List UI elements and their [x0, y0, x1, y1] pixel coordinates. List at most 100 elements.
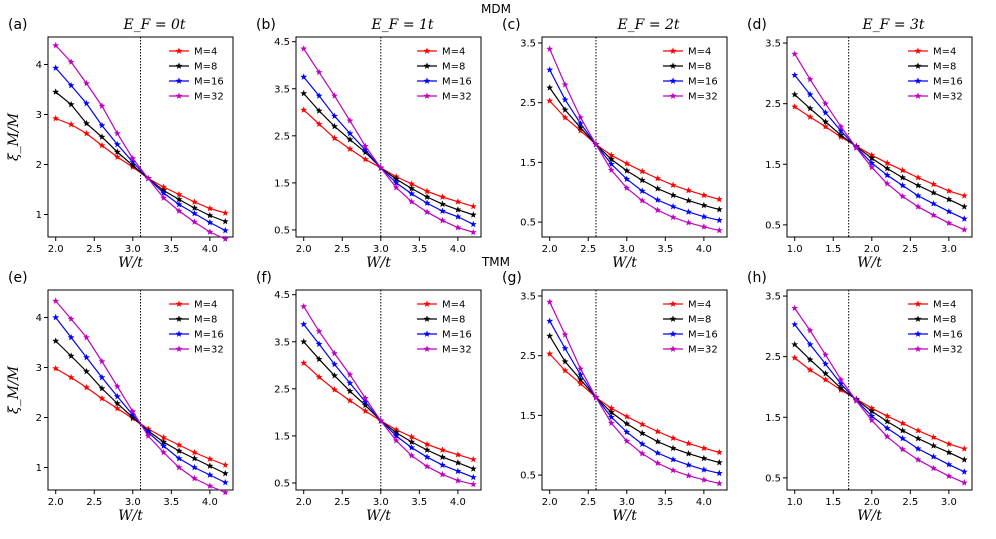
- data-point: [883, 424, 891, 432]
- data-point: [98, 373, 106, 381]
- data-point: [98, 141, 106, 149]
- data-point: [315, 340, 323, 348]
- series-m16: [300, 73, 477, 228]
- y-axis-label: ξ_M/M: [6, 112, 22, 161]
- data-point: [83, 383, 90, 391]
- data-point: [914, 181, 922, 189]
- data-point: [700, 476, 708, 483]
- legend-marker: [423, 345, 431, 352]
- series-line: [549, 48, 720, 232]
- panel-label: (a): [8, 17, 28, 33]
- data-point: [331, 112, 338, 119]
- data-point: [454, 476, 462, 484]
- data-point: [577, 375, 584, 383]
- data-point: [883, 159, 891, 166]
- data-point: [206, 211, 214, 219]
- x-tick-label: 4.0: [696, 497, 712, 508]
- x-axis-label: W/t: [366, 508, 391, 524]
- legend-label: M=16: [442, 330, 472, 341]
- x-tick-label: 2.5: [902, 497, 918, 508]
- legend-marker: [669, 47, 677, 54]
- x-tick-label: 3.5: [163, 244, 179, 255]
- legend-label: M=8: [933, 62, 956, 73]
- legend-label: M=4: [688, 300, 711, 311]
- data-point: [221, 488, 229, 496]
- series-m16: [546, 66, 723, 224]
- legend-label: M=16: [933, 330, 963, 341]
- panel-label: (d): [747, 17, 767, 33]
- data-point: [439, 200, 446, 207]
- legend-marker: [175, 315, 183, 322]
- data-point: [331, 386, 338, 393]
- series-m8: [791, 90, 968, 210]
- series-m32: [791, 304, 968, 486]
- x-tick-label: 4.0: [202, 497, 218, 508]
- data-point: [960, 192, 968, 199]
- data-point: [669, 213, 677, 221]
- data-point: [83, 353, 90, 361]
- legend-label: M=4: [442, 300, 465, 311]
- data-point: [454, 206, 462, 213]
- legend-marker: [175, 345, 183, 352]
- data-point: [315, 355, 323, 363]
- data-point: [685, 439, 692, 447]
- data-point: [899, 174, 907, 181]
- series-line: [549, 320, 720, 474]
- data-point: [469, 473, 477, 481]
- axes-frame: [295, 36, 482, 238]
- legend-label: M=4: [933, 300, 956, 311]
- data-point: [408, 198, 416, 205]
- y-tick-label: 1.5: [765, 160, 781, 171]
- data-point: [930, 442, 937, 449]
- data-point: [868, 416, 876, 424]
- legend-marker: [423, 330, 431, 337]
- series-line: [794, 53, 965, 231]
- data-point: [945, 207, 953, 215]
- panel-title: E_F = 1t: [370, 17, 433, 33]
- data-point: [822, 118, 829, 125]
- data-point: [191, 209, 198, 217]
- series-line: [549, 69, 720, 221]
- series-m32: [52, 41, 229, 242]
- legend: M=4 M=8 M=16 M=32: [417, 300, 472, 356]
- y-tick-label: 4: [36, 313, 42, 324]
- axes-frame: [295, 289, 482, 491]
- data-point: [129, 158, 137, 165]
- data-point: [914, 445, 922, 452]
- x-axis-label: W/t: [366, 255, 391, 271]
- x-tick-label: 3.0: [373, 497, 389, 508]
- legend: M=4 M=8 M=16 M=32: [663, 47, 718, 103]
- data-point: [52, 114, 60, 122]
- x-tick-label: 2.5: [580, 497, 596, 508]
- legend-marker: [914, 315, 922, 322]
- data-point: [899, 181, 907, 189]
- data-point: [315, 373, 323, 380]
- data-point: [392, 183, 400, 191]
- data-point: [852, 397, 860, 404]
- data-point: [669, 434, 677, 441]
- series-m32: [300, 45, 477, 236]
- data-point: [791, 90, 799, 98]
- data-point: [715, 458, 723, 466]
- data-point: [806, 356, 814, 363]
- data-point: [300, 45, 308, 52]
- x-tick-label: 4.0: [450, 244, 466, 255]
- y-tick-label: 3.5: [520, 38, 536, 49]
- data-point: [577, 365, 584, 372]
- data-point: [607, 413, 615, 421]
- data-point: [715, 469, 723, 477]
- y-tick-label: 3: [36, 363, 42, 374]
- data-point: [561, 331, 569, 338]
- x-tick-label: 2.0: [542, 244, 558, 255]
- data-point: [83, 333, 90, 341]
- data-point: [561, 96, 569, 103]
- y-tick-label: 1.5: [274, 431, 290, 442]
- series-m8: [52, 88, 229, 225]
- data-point: [945, 448, 953, 456]
- series-m4: [546, 97, 723, 203]
- x-tick-label: 1.5: [825, 497, 841, 508]
- legend-label: M=16: [933, 77, 963, 88]
- data-point: [361, 148, 369, 156]
- data-point: [361, 155, 369, 163]
- data-point: [883, 417, 891, 425]
